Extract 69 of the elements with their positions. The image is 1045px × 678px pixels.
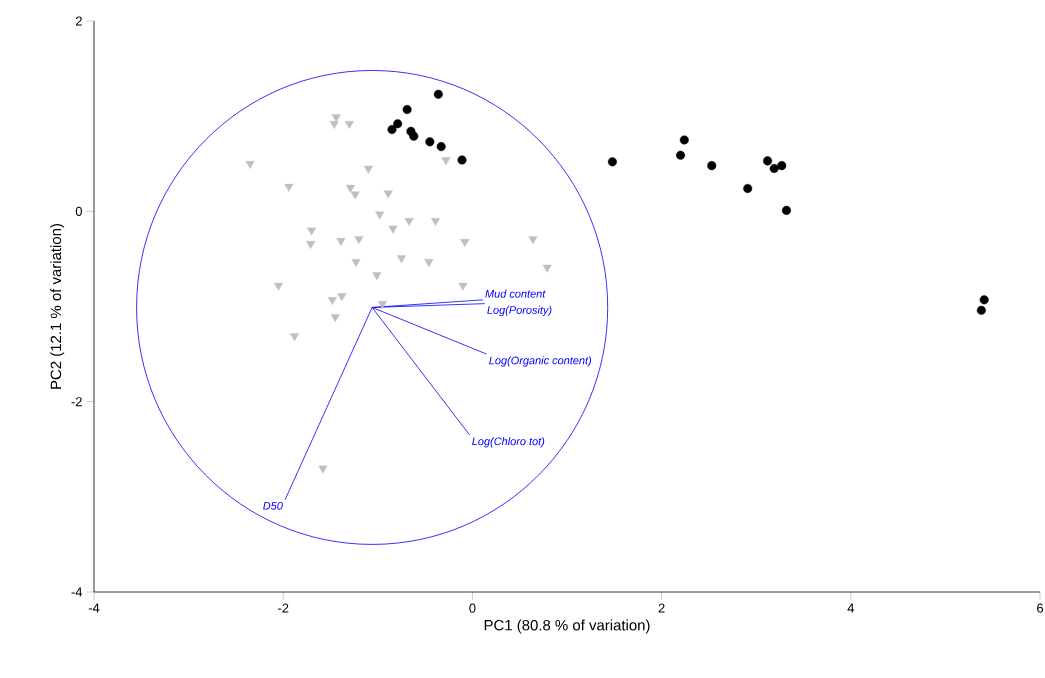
- series-label: Log(Porosity): [487, 305, 552, 317]
- point: [375, 211, 385, 220]
- point: [393, 119, 403, 129]
- point: [404, 218, 414, 227]
- series-label: Log(Organic content): [489, 356, 592, 367]
- y-tick-label: -4: [71, 587, 83, 597]
- point: [396, 255, 406, 264]
- series-label: Log(Chloro tot): [472, 437, 545, 448]
- point: [441, 157, 451, 166]
- point: [354, 236, 364, 245]
- point: [777, 161, 787, 171]
- x-tick-label: 6: [1037, 603, 1044, 613]
- point: [436, 142, 446, 152]
- point: [387, 124, 397, 134]
- x-tick-label: -4: [88, 603, 100, 613]
- point: [337, 293, 347, 302]
- point: [542, 264, 552, 273]
- point: [460, 239, 470, 247]
- point: [351, 259, 361, 267]
- y-axis-title: PC2 (12.1 % of variation): [50, 223, 65, 389]
- point: [676, 150, 686, 160]
- point: [327, 297, 337, 306]
- point: [707, 161, 717, 171]
- point: [245, 161, 255, 169]
- point: [307, 227, 317, 236]
- y-tick-label: -2: [71, 397, 82, 407]
- point: [763, 156, 773, 166]
- point: [402, 105, 412, 114]
- point: [769, 164, 779, 173]
- point: [457, 155, 467, 165]
- point: [378, 300, 388, 309]
- point: [458, 282, 468, 291]
- point: [433, 89, 443, 99]
- x-tick-label: 2: [658, 603, 665, 613]
- series-label: Mud content: [485, 289, 546, 298]
- point: [363, 165, 373, 174]
- series-label: D50: [263, 501, 283, 510]
- x-axis-title: PC1 (80.8 % of variation): [484, 619, 650, 634]
- y-tick-label: 0: [75, 206, 82, 216]
- x-tick-label: 4: [847, 603, 855, 613]
- point: [273, 282, 283, 291]
- point: [425, 137, 435, 147]
- y-tick-label: 2: [75, 16, 82, 26]
- point: [424, 259, 434, 267]
- point: [318, 465, 328, 474]
- point: [528, 236, 538, 245]
- point: [743, 183, 753, 193]
- point: [336, 238, 346, 247]
- point: [976, 305, 986, 315]
- point: [284, 183, 294, 192]
- x-tick-label: 0: [469, 603, 476, 613]
- x-tick-label: -2: [278, 603, 289, 613]
- point: [383, 190, 393, 199]
- point: [344, 121, 354, 129]
- point: [330, 314, 340, 323]
- point: [388, 225, 398, 234]
- point: [979, 295, 989, 305]
- point: [409, 131, 419, 141]
- point: [430, 218, 441, 227]
- point: [306, 240, 316, 249]
- point: [329, 121, 339, 129]
- point: [781, 205, 791, 215]
- point: [372, 272, 382, 281]
- point: [290, 333, 300, 342]
- point: [350, 191, 360, 200]
- point: [679, 135, 689, 145]
- point: [345, 184, 355, 193]
- point: [331, 114, 341, 123]
- point: [607, 157, 617, 167]
